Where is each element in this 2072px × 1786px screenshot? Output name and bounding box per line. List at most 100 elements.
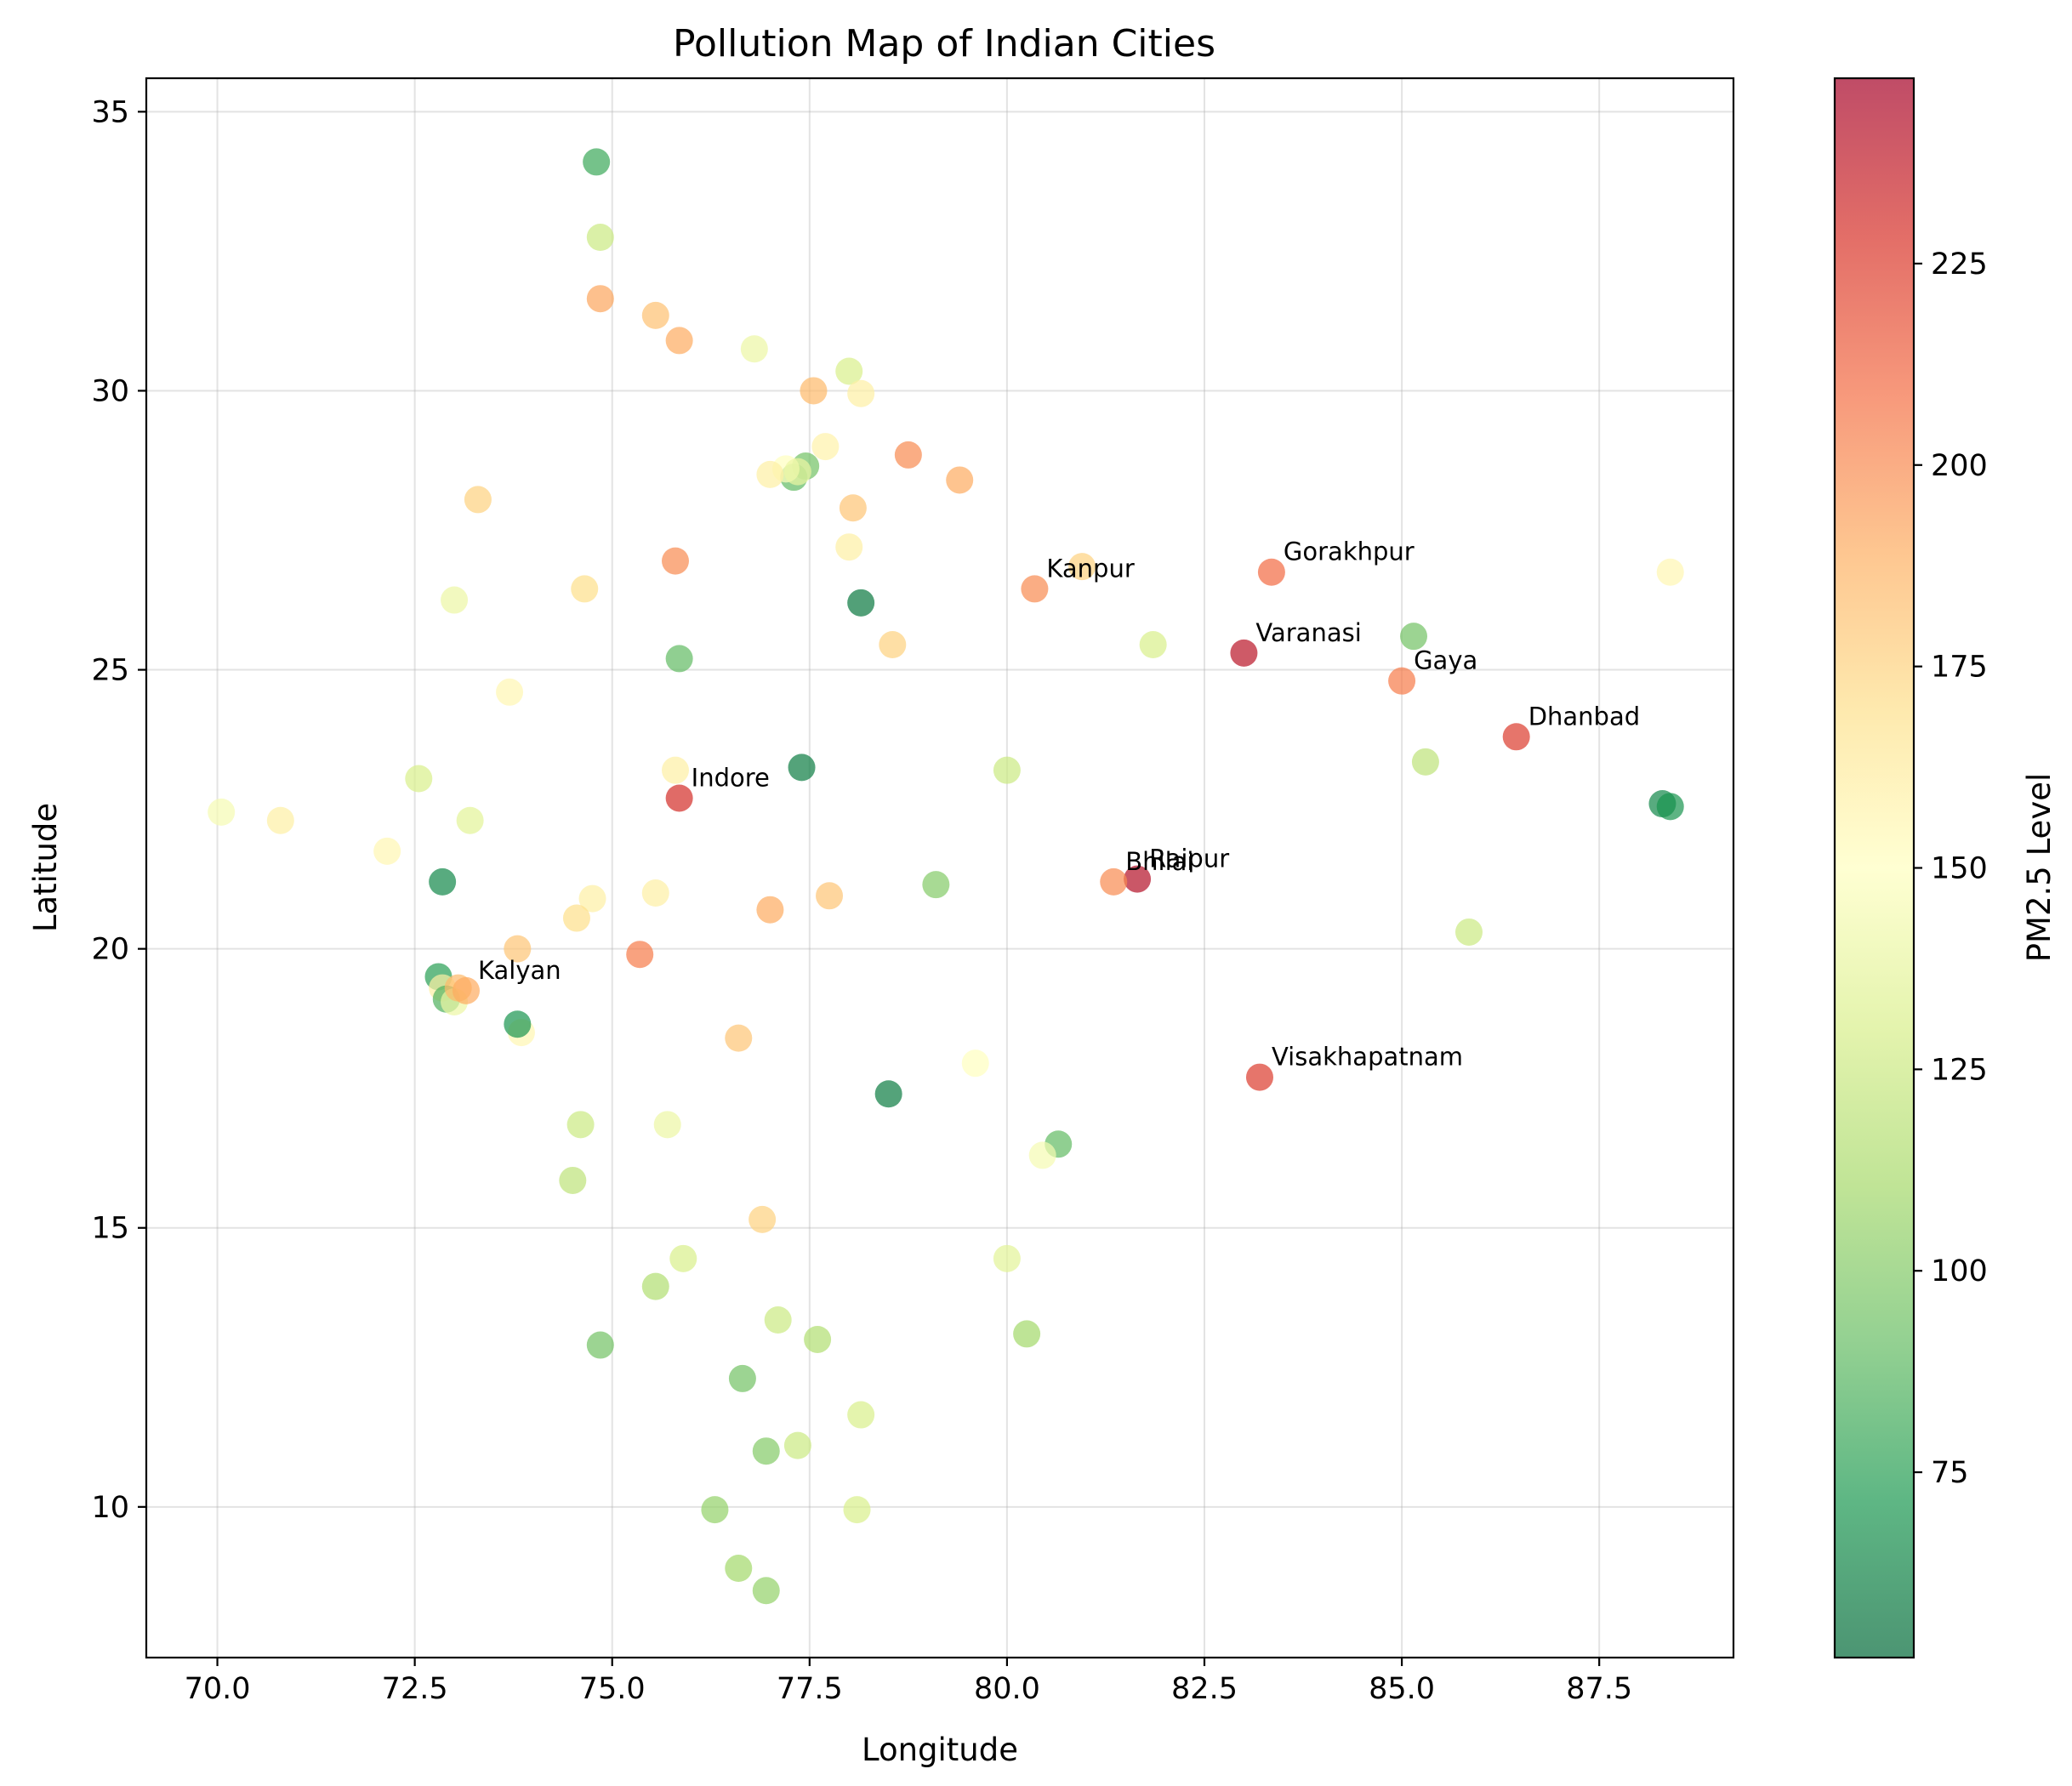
data-point <box>1455 918 1483 946</box>
data-point <box>662 756 689 784</box>
data-point <box>843 1496 871 1524</box>
grid-lines <box>146 78 1733 1658</box>
colorbar-tick-label: 75 <box>1931 1456 1969 1490</box>
data-point <box>1411 748 1439 776</box>
x-tick-label: 77.5 <box>777 1672 843 1706</box>
data-point <box>847 379 875 407</box>
data-point <box>626 941 654 969</box>
data-point <box>811 433 840 461</box>
y-axis-title: Latitude <box>27 803 64 932</box>
colorbar-tick-label: 225 <box>1931 247 1988 282</box>
data-point <box>847 1401 875 1429</box>
x-axis-title: Longitude <box>862 1732 1018 1768</box>
data-point <box>208 798 236 826</box>
data-point <box>504 935 532 963</box>
data-point <box>1124 865 1152 893</box>
city-label: Gaya <box>1414 646 1477 675</box>
data-point <box>665 327 693 355</box>
data-point <box>1021 575 1049 603</box>
data-point <box>993 756 1021 784</box>
x-tick-label: 75.0 <box>579 1672 646 1706</box>
data-point <box>835 533 863 561</box>
colorbar-tick-label: 200 <box>1931 449 1988 483</box>
x-tick-label: 72.5 <box>382 1672 448 1706</box>
y-tick-label: 30 <box>91 374 129 408</box>
data-point <box>586 1331 614 1359</box>
y-tick-label: 25 <box>91 654 129 688</box>
data-point <box>583 148 611 176</box>
data-point <box>1388 667 1416 695</box>
data-point <box>839 494 867 522</box>
data-point <box>783 1431 811 1459</box>
x-tick-label: 87.5 <box>1566 1672 1632 1706</box>
data-point <box>894 441 922 469</box>
data-point <box>701 1496 729 1524</box>
data-point <box>835 357 863 385</box>
data-point <box>728 1364 756 1392</box>
city-label: Visakhapatnam <box>1272 1043 1463 1072</box>
data-point <box>452 976 480 1004</box>
data-point <box>571 575 599 603</box>
data-point <box>1013 1320 1041 1348</box>
data-point <box>1502 723 1530 751</box>
data-point <box>752 1577 780 1605</box>
data-point <box>946 466 974 494</box>
colorbar-tick-label: 100 <box>1931 1254 1988 1288</box>
data-point <box>816 882 844 910</box>
y-axis-ticks: 10 15 20 25 30 35 <box>91 95 146 1525</box>
colorbar-label: PM2.5 Level <box>2021 773 2058 963</box>
y-tick-label: 20 <box>91 933 129 967</box>
data-point <box>800 377 828 405</box>
data-point <box>456 806 484 834</box>
data-point <box>993 1244 1021 1272</box>
data-point <box>1230 639 1258 667</box>
city-label: Gorakhpur <box>1284 538 1415 566</box>
data-point <box>653 1111 681 1139</box>
data-point <box>464 486 492 514</box>
data-point <box>879 631 907 659</box>
data-point <box>1245 1063 1273 1091</box>
data-point <box>266 806 294 834</box>
data-point <box>566 1111 595 1139</box>
city-label: Dhanbad <box>1528 702 1640 731</box>
data-point <box>725 1555 753 1583</box>
colorbar <box>1835 78 1914 1658</box>
x-tick-label: 70.0 <box>185 1672 251 1706</box>
data-point <box>847 589 875 617</box>
x-tick-label: 80.0 <box>974 1672 1040 1706</box>
data-point <box>874 1080 902 1108</box>
city-label: Kalyan <box>478 956 561 985</box>
data-point <box>804 1325 832 1353</box>
data-point <box>1257 558 1285 586</box>
data-point <box>559 1166 587 1194</box>
city-label: Kanpur <box>1046 554 1134 583</box>
data-point <box>961 1049 989 1078</box>
data-point <box>562 904 590 932</box>
city-label: Bhilai <box>1125 847 1193 876</box>
chart-title: Pollution Map of Indian Cities <box>673 22 1215 65</box>
data-point <box>662 547 689 575</box>
data-point <box>665 784 693 812</box>
colorbar-tick-label: 125 <box>1931 1053 1988 1087</box>
data-point <box>1400 623 1428 651</box>
colorbar-tick-label: 150 <box>1931 852 1988 886</box>
data-points <box>208 148 1684 1605</box>
data-point <box>586 285 614 313</box>
data-point <box>405 765 433 793</box>
colorbar-ticks: 75 100 125 150 175 200 225 <box>1914 247 1988 1490</box>
y-tick-label: 10 <box>91 1491 129 1525</box>
colorbar-tick-label: 175 <box>1931 651 1988 685</box>
data-point <box>641 301 669 329</box>
y-tick-label: 35 <box>91 95 129 129</box>
data-point <box>373 837 401 865</box>
data-point <box>756 896 784 924</box>
data-point <box>641 879 669 907</box>
x-tick-label: 82.5 <box>1171 1672 1238 1706</box>
data-point <box>1068 553 1096 581</box>
data-point <box>788 754 816 782</box>
x-axis-ticks: 70.0 72.5 75.0 77.5 80.0 82.5 85.0 87.5 <box>185 1658 1632 1706</box>
data-point <box>725 1024 753 1052</box>
data-point <box>922 871 950 899</box>
data-point <box>429 867 457 896</box>
data-point <box>783 458 811 486</box>
